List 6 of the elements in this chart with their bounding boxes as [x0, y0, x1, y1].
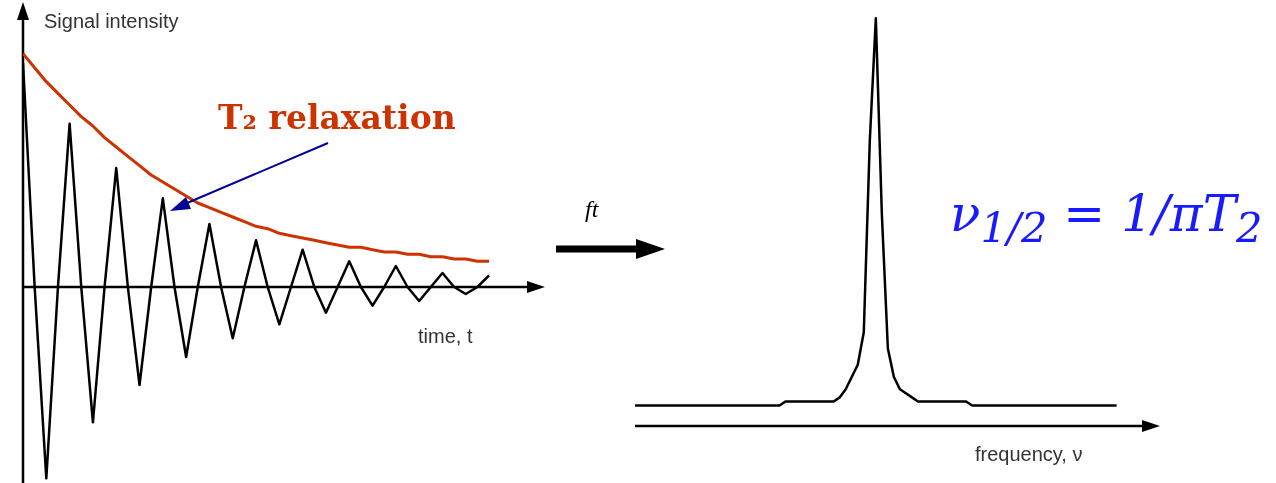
y-axis-title: Signal intensity: [44, 10, 179, 33]
annotation: T₂ relaxation: [218, 98, 456, 137]
x-axis-title: frequency, ν: [975, 443, 1083, 466]
annotation: ν$_{1/2}$ = 1/πT$_{2}$: [950, 185, 1263, 252]
x-axis-title: time, t: [418, 325, 473, 348]
text: ft: [585, 196, 599, 223]
